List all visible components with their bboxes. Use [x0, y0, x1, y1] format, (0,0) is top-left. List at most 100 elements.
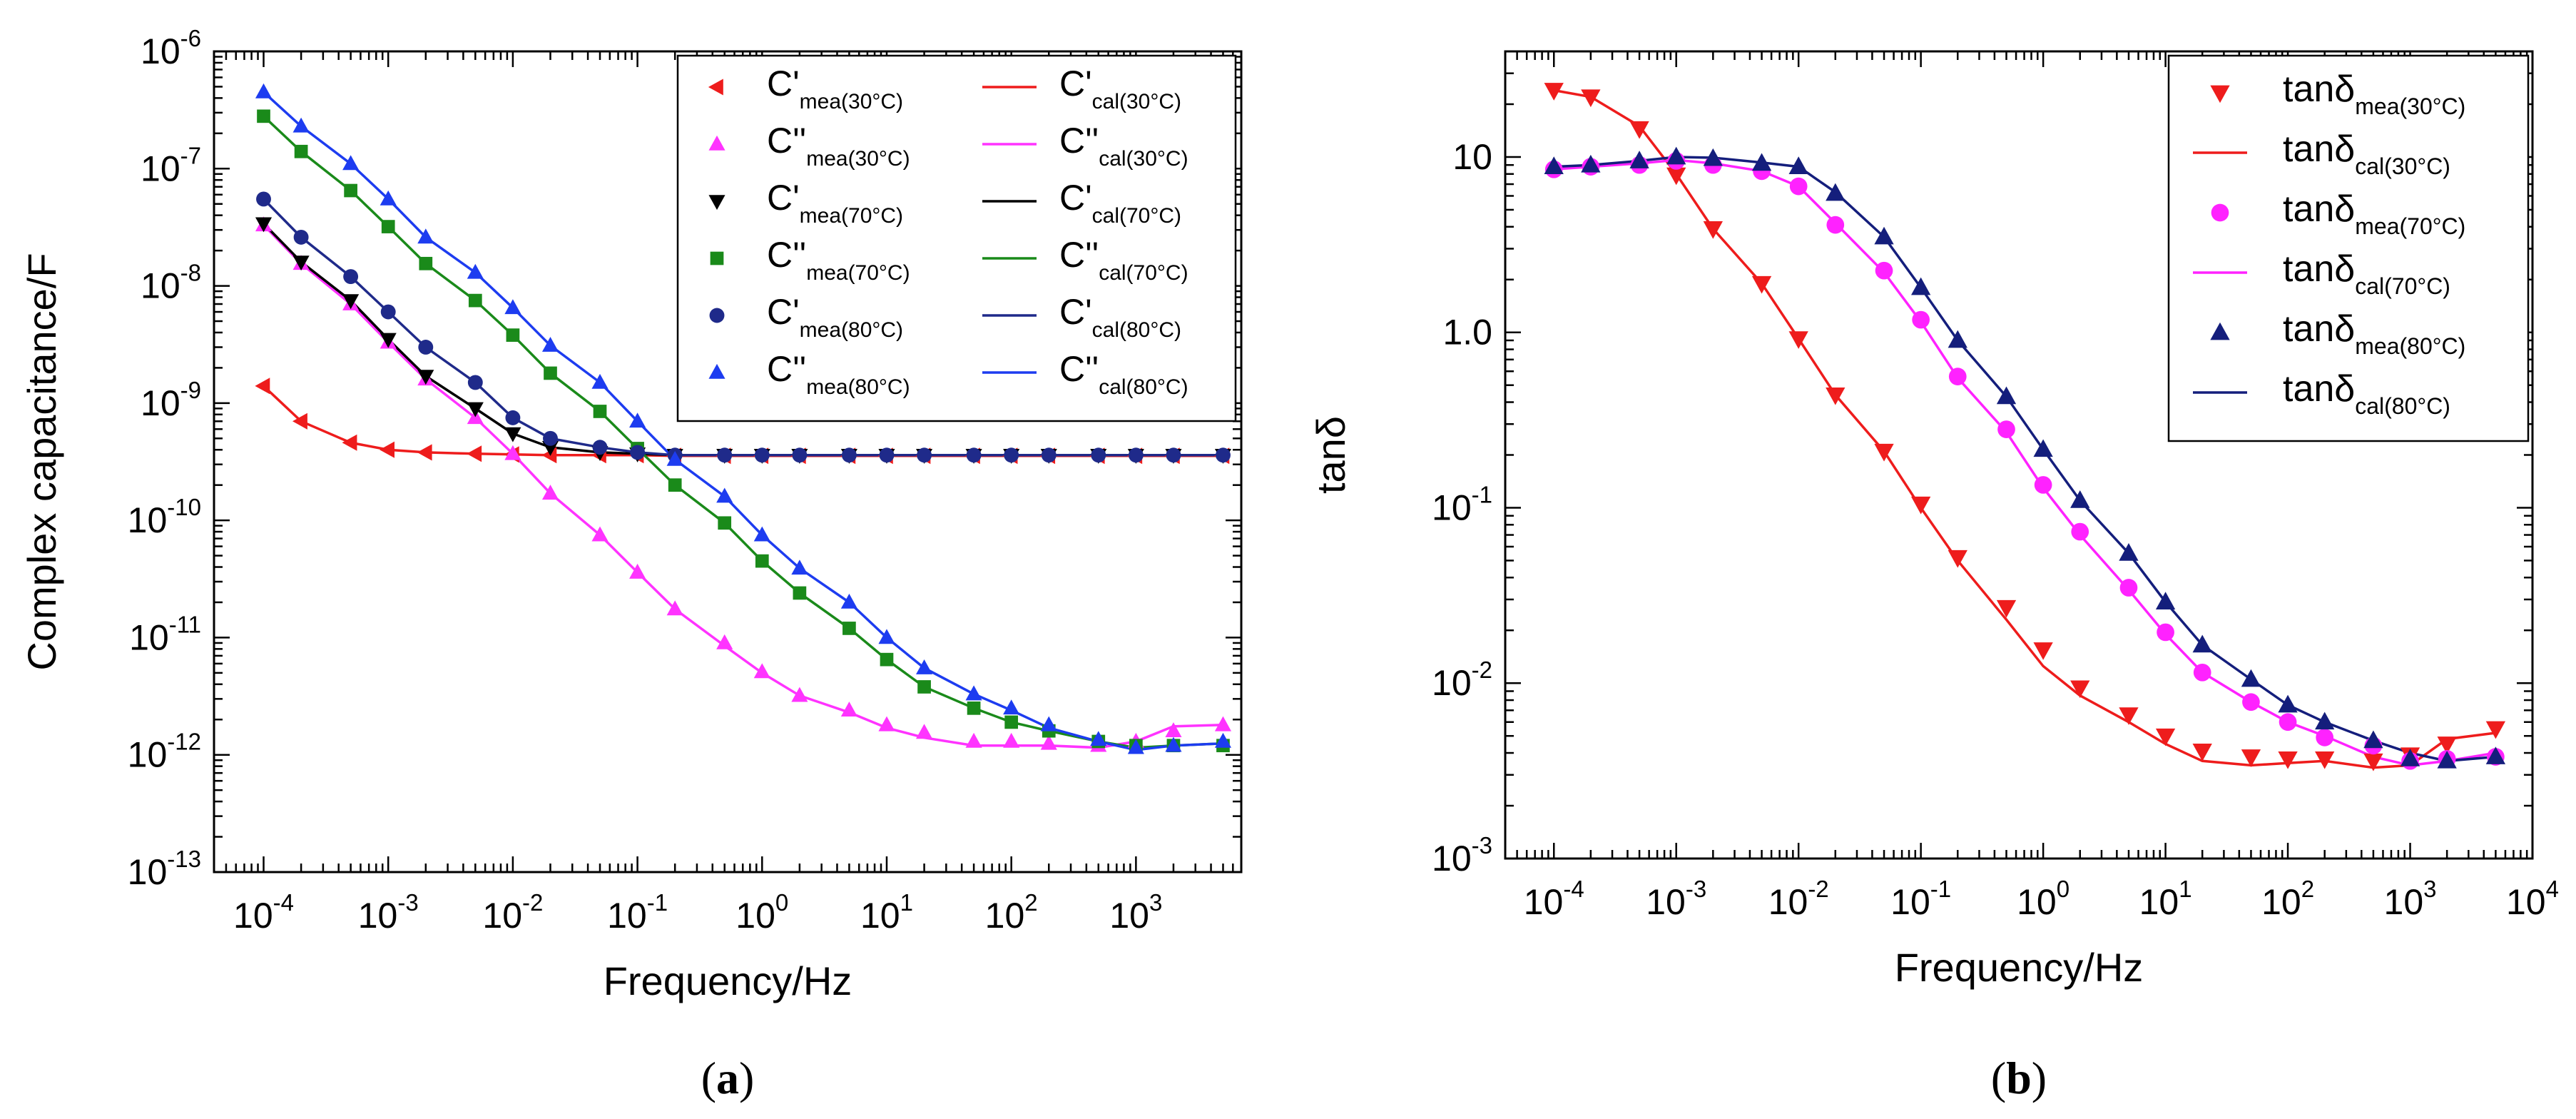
legend-label-2: tanδmea(70°C)	[2283, 188, 2465, 239]
legend-box	[2167, 54, 2530, 442]
panel-label: (a)	[701, 1053, 755, 1103]
data-point-s6-5	[468, 293, 482, 308]
x-tick-label: 102	[985, 889, 1038, 936]
data-point-s0-5	[1751, 275, 1772, 294]
data-point-s10-4	[417, 228, 434, 244]
legend-marker-4	[2210, 322, 2230, 340]
data-point-s2-10	[666, 600, 683, 616]
data-point-s6-6	[506, 328, 520, 342]
data-point-s6-12	[755, 554, 769, 568]
y-tick-label: 10-6	[141, 25, 201, 71]
data-point-s8-11	[717, 447, 733, 463]
legend-marker-2	[2211, 203, 2229, 222]
data-point-s10-18	[1003, 699, 1020, 715]
data-point-s8-23	[1216, 447, 1231, 463]
data-point-s4-14	[2119, 542, 2139, 561]
data-point-s4-9	[1910, 277, 1931, 295]
data-point-s4-20	[2363, 730, 2383, 749]
data-point-s0-13	[2070, 680, 2090, 699]
data-point-s4-21	[2400, 749, 2420, 766]
legend-marker-0	[708, 79, 723, 96]
data-point-s2-7	[1826, 216, 1845, 234]
data-point-s0-22	[2437, 736, 2457, 754]
data-point-s4-3	[1666, 146, 1686, 165]
legend-marker-6	[710, 251, 724, 265]
data-point-s4-0	[1544, 156, 1564, 175]
data-point-s0-1	[1581, 89, 1601, 108]
data-point-s0-16	[2192, 744, 2212, 761]
data-point-s0-12	[2033, 642, 2053, 660]
legend-marker-2	[708, 135, 726, 151]
legend-label-3: tanδcal(70°C)	[2283, 248, 2450, 299]
data-point-s4-10	[1948, 330, 1967, 348]
data-point-s0-8	[1874, 443, 1894, 462]
legend-label-1: C'cal(30°C)	[1059, 64, 1181, 113]
data-point-s0-9	[1910, 496, 1931, 515]
chart-panel-a: 10-4 10-3 10-2 10-1 100 101 102 103 10-13 10-12 10…	[19, 25, 1243, 1103]
x-tick-label: 10-4	[233, 889, 294, 936]
legend: C'mea(30°C) C'cal(30°C) C''mea(30°C) C''cal…	[676, 54, 1237, 422]
data-point-s4-4	[1703, 148, 1723, 166]
data-point-s2-11	[1997, 420, 2015, 438]
data-point-s10-12	[753, 526, 770, 542]
data-point-s10-16	[916, 659, 933, 674]
data-layer	[255, 83, 1232, 754]
data-point-s10-9	[629, 412, 646, 428]
data-point-s8-18	[1004, 447, 1019, 463]
data-point-s2-12	[2034, 476, 2052, 494]
y-tick-label: 10-7	[141, 142, 201, 188]
data-point-s10-2	[342, 155, 360, 171]
x-axis-title: Frequency/Hz	[604, 958, 852, 1003]
data-point-s8-15	[879, 447, 895, 463]
data-point-s10-23	[1214, 732, 1232, 748]
y-tick-label: 10-13	[128, 846, 201, 892]
data-point-s6-0	[257, 109, 270, 123]
series-line-9	[263, 198, 1223, 457]
legend-label-6: C''mea(70°C)	[767, 235, 910, 285]
y-axis-title: tanδ	[1308, 416, 1353, 494]
data-point-s4-8	[1874, 226, 1894, 245]
data-point-s10-19	[1040, 716, 1057, 731]
data-point-s10-22	[1165, 736, 1182, 752]
x-tick-label: 10-2	[482, 889, 543, 936]
data-point-s0-1	[292, 412, 307, 430]
data-point-s6-8	[593, 405, 607, 418]
data-point-s0-19	[2315, 751, 2335, 769]
data-point-s0-4	[1703, 221, 1723, 239]
legend-label-11: C''cal(80°C)	[1059, 349, 1188, 399]
legend-label-4: C'mea(70°C)	[767, 178, 903, 228]
legend-marker-8	[709, 308, 725, 323]
data-point-s10-0	[255, 83, 273, 98]
data-point-s2-22	[1165, 722, 1182, 737]
legend-label-1: tanδcal(30°C)	[2283, 128, 2450, 179]
x-tick-label: 10-3	[1646, 876, 1706, 922]
data-point-s8-4	[418, 340, 434, 355]
data-point-s4-23	[2485, 746, 2506, 764]
data-point-s10-3	[380, 190, 397, 206]
data-point-s2-9	[1912, 310, 1930, 329]
data-point-s2-9	[629, 563, 646, 579]
data-point-s8-0	[256, 191, 271, 207]
data-point-s10-11	[716, 487, 733, 503]
data-point-s8-20	[1091, 447, 1106, 463]
y-tick-label: 10-3	[1432, 832, 1492, 879]
data-point-s0-23	[2485, 721, 2506, 739]
data-point-s0-14	[2119, 707, 2139, 725]
data-point-s8-19	[1041, 447, 1057, 463]
x-tick-label: 10-3	[358, 889, 419, 936]
data-point-s2-8	[1875, 261, 1893, 280]
legend-label-10: C''mea(80°C)	[767, 349, 910, 399]
data-point-s2-16	[916, 724, 933, 739]
data-point-s10-21	[1127, 739, 1144, 754]
x-tick-label: 101	[2139, 876, 2192, 922]
legend-label-5: C'cal(70°C)	[1059, 178, 1181, 228]
data-point-s8-8	[592, 440, 608, 455]
data-point-s10-14	[840, 593, 857, 609]
x-tick-label: 102	[2261, 876, 2314, 922]
data-point-s8-21	[1128, 447, 1144, 463]
legend-label-8: C'mea(80°C)	[767, 292, 903, 342]
data-point-s4-5	[467, 402, 484, 417]
data-point-s6-11	[718, 516, 732, 530]
data-point-s4-2	[342, 294, 360, 310]
